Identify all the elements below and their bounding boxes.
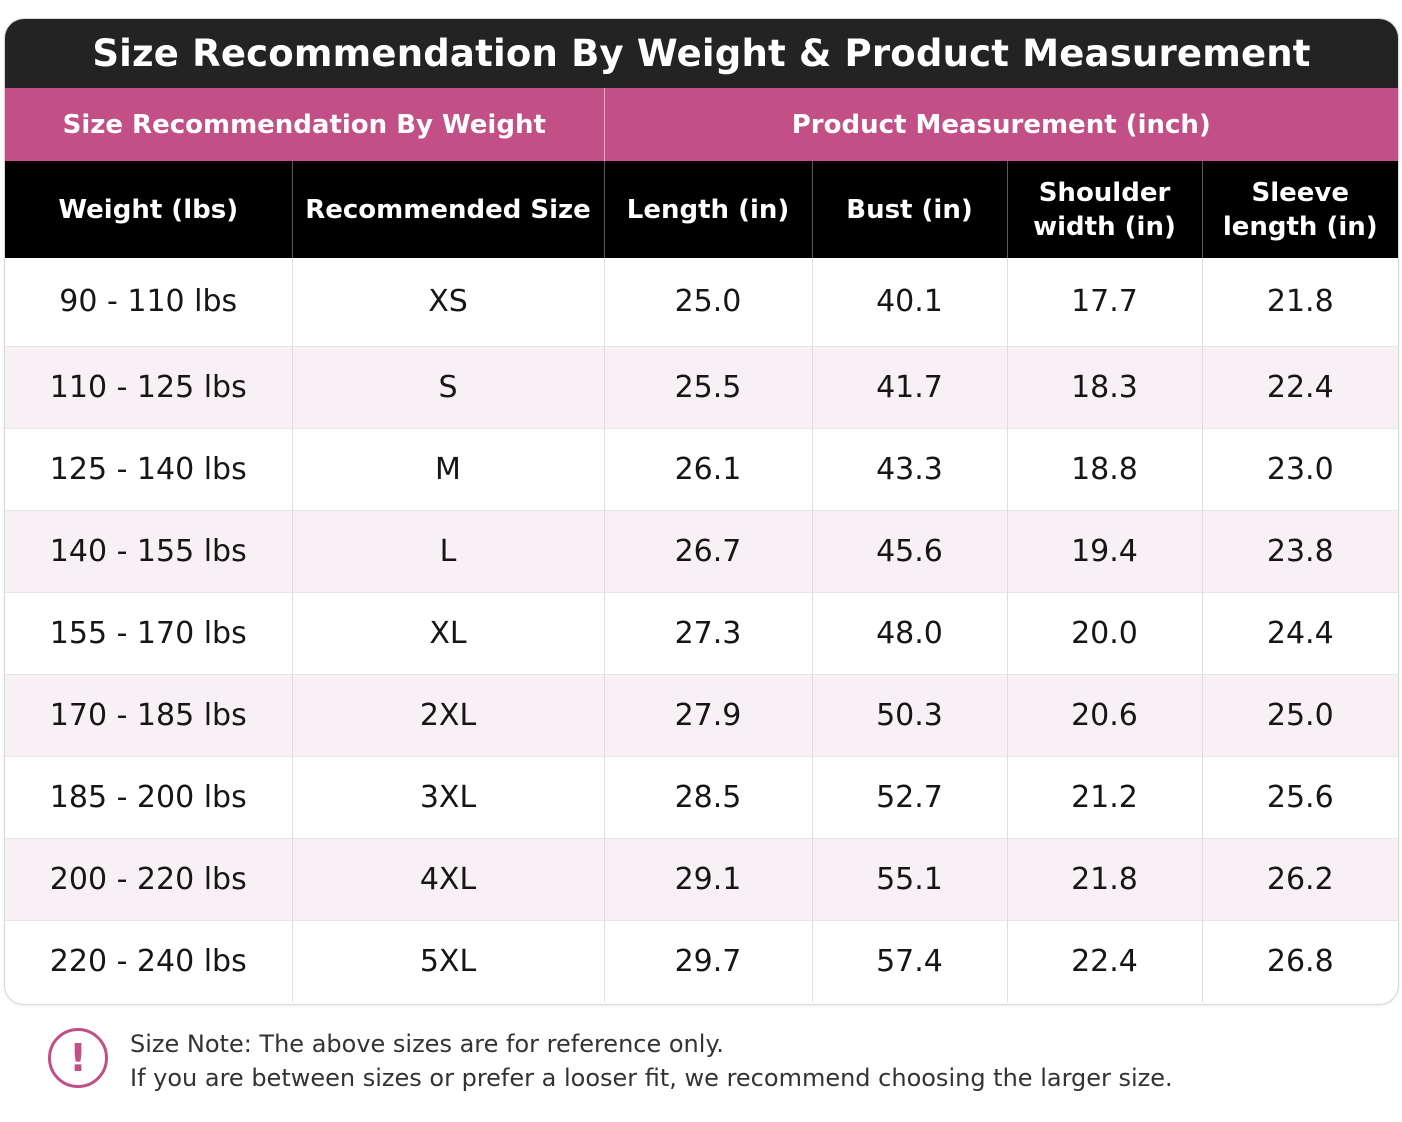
size-cell: XL (292, 591, 605, 674)
sleeve-cell: 24.4 (1202, 591, 1398, 674)
weight-cell: 220 - 240 lbs (5, 919, 293, 1002)
exclamation-circle-icon: ! (48, 1028, 108, 1088)
size-cell: XS (292, 258, 605, 346)
shoulder-cell: 17.7 (1007, 258, 1203, 346)
length-cell: 29.1 (604, 837, 813, 920)
table-row: 185 - 200 lbs 3XL 28.5 52.7 21.2 25.6 (5, 755, 1398, 838)
weight-cell: 200 - 220 lbs (5, 837, 293, 920)
bust-cell: 48.0 (812, 591, 1008, 674)
shoulder-cell: 18.3 (1007, 345, 1203, 428)
sleeve-cell: 22.4 (1202, 345, 1398, 428)
sleeve-cell: 26.8 (1202, 919, 1398, 1002)
table-row: 170 - 185 lbs 2XL 27.9 50.3 20.6 25.0 (5, 673, 1398, 756)
column-header-weight: Weight (lbs) (5, 161, 293, 258)
size-cell: M (292, 427, 605, 510)
bust-cell: 40.1 (812, 258, 1008, 346)
length-cell: 25.0 (604, 258, 813, 346)
table-row: 110 - 125 lbs S 25.5 41.7 18.3 22.4 (5, 345, 1398, 428)
length-cell: 28.5 (604, 755, 813, 838)
shoulder-cell: 20.0 (1007, 591, 1203, 674)
group-header-measurement: Product Measurement (inch) (604, 88, 1398, 161)
chart-title: Size Recommendation By Weight & Product … (5, 19, 1398, 88)
sleeve-cell: 25.6 (1202, 755, 1398, 838)
size-cell: 2XL (292, 673, 605, 756)
weight-cell: 140 - 155 lbs (5, 509, 293, 592)
bust-cell: 43.3 (812, 427, 1008, 510)
length-cell: 26.1 (604, 427, 813, 510)
table-body: 90 - 110 lbs XS 25.0 40.1 17.7 21.8 110 - 125 … (5, 258, 1398, 1002)
size-note-line-1: Size Note: The above sizes are for refer… (130, 1030, 724, 1058)
bust-cell: 50.3 (812, 673, 1008, 756)
size-cell: S (292, 345, 605, 428)
bust-cell: 55.1 (812, 837, 1008, 920)
bust-cell: 52.7 (812, 755, 1008, 838)
column-header-row: Weight (lbs) Recommended Size Length (in) B… (5, 161, 1398, 258)
shoulder-cell: 21.8 (1007, 837, 1203, 920)
bust-cell: 57.4 (812, 919, 1008, 1002)
sleeve-cell: 25.0 (1202, 673, 1398, 756)
sleeve-cell: 21.8 (1266, 284, 1334, 320)
length-cell: 29.7 (604, 919, 813, 1002)
column-header-shoulder: Shoulder width (in) (1007, 161, 1203, 258)
sleeve-cell: 26.2 (1202, 837, 1398, 920)
group-header-weight: Size Recommendation By Weight (5, 88, 605, 161)
size-table: Size Recommendation By Weight Product Me… (5, 88, 1398, 1002)
table-row: 220 - 240 lbs 5XL 29.7 57.4 22.4 26.8 (5, 919, 1398, 1002)
table-row: 155 - 170 lbs XL 27.3 48.0 20.0 24.4 (5, 591, 1398, 674)
size-cell: 3XL (292, 755, 605, 838)
size-cell: 5XL (292, 919, 605, 1002)
column-header-sleeve: Sleeve length (in) (1202, 161, 1398, 258)
size-cell: L (292, 509, 605, 592)
table-row: 125 - 140 lbs M 26.1 43.3 18.8 23.0 (5, 427, 1398, 510)
size-cell: 4XL (292, 837, 605, 920)
weight-cell: 185 - 200 lbs (5, 755, 293, 838)
length-cell: 26.7 (604, 509, 813, 592)
weight-cell: 90 - 110 lbs (5, 258, 293, 346)
table-row: 90 - 110 lbs XS 25.0 40.1 17.7 21.8 (5, 258, 1398, 346)
shoulder-cell: 21.2 (1007, 755, 1203, 838)
size-note: ! Size Note: The above sizes are for ref… (48, 1028, 1173, 1095)
table-row: 200 - 220 lbs 4XL 29.1 55.1 21.8 26.2 (5, 837, 1398, 920)
length-cell: 27.3 (604, 591, 813, 674)
column-header-bust: Bust (in) (812, 161, 1008, 258)
group-header-row: Size Recommendation By Weight Product Me… (5, 88, 1398, 161)
shoulder-cell: 22.4 (1007, 919, 1203, 1002)
bust-cell: 41.7 (812, 345, 1008, 428)
length-cell: 27.9 (604, 673, 813, 756)
size-note-text: Size Note: The above sizes are for refer… (130, 1027, 1173, 1095)
weight-cell: 170 - 185 lbs (5, 673, 293, 756)
shoulder-cell: 20.6 (1007, 673, 1203, 756)
shoulder-cell: 19.4 (1007, 509, 1203, 592)
length-cell: 25.5 (604, 345, 813, 428)
table-row: 140 - 155 lbs L 26.7 45.6 19.4 23.8 (5, 509, 1398, 592)
column-header-size: Recommended Size (292, 161, 605, 258)
weight-cell: 125 - 140 lbs (5, 427, 293, 510)
column-header-length: Length (in) (604, 161, 813, 258)
size-note-line-2: If you are between sizes or prefer a loo… (130, 1064, 1173, 1092)
shoulder-cell: 18.8 (1007, 427, 1203, 510)
size-chart-card: Size Recommendation By Weight & Product … (4, 18, 1399, 1005)
sleeve-cell: 23.0 (1202, 427, 1398, 510)
sleeve-cell: 23.8 (1202, 509, 1398, 592)
bust-cell: 45.6 (812, 509, 1008, 592)
weight-cell: 155 - 170 lbs (5, 591, 293, 674)
weight-cell: 110 - 125 lbs (5, 345, 293, 428)
